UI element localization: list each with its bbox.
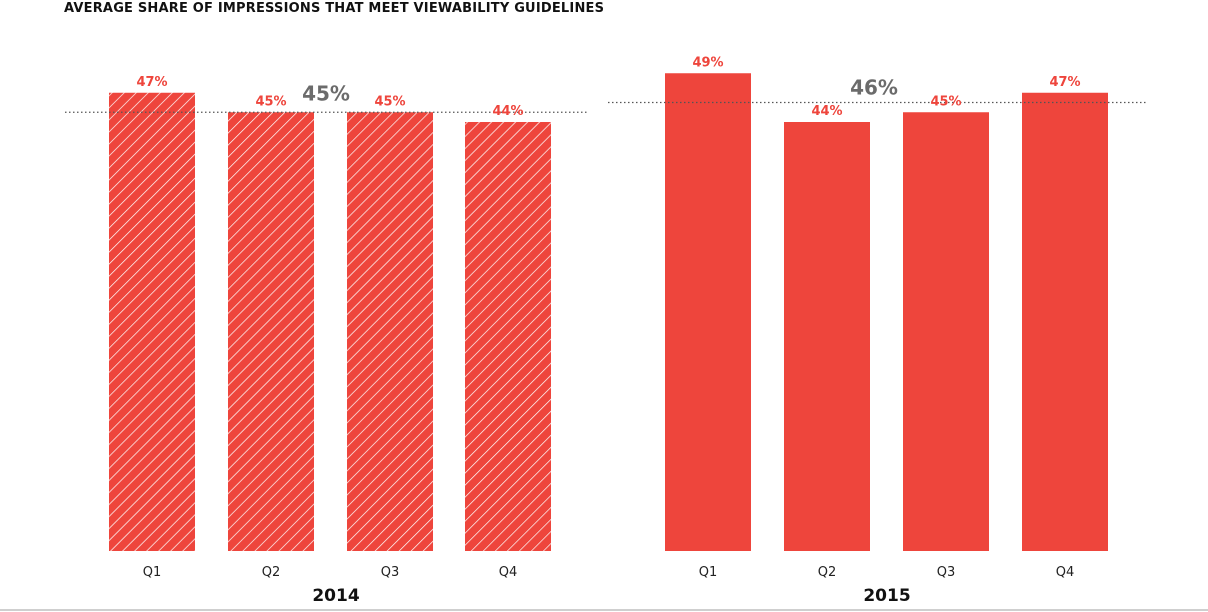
chart-panel-2015: 46% 49% 44% 45% 47% Q1 Q2 Q3 Q4 2015	[608, 55, 1147, 606]
category-label: Q3	[937, 565, 956, 580]
category-label: Q4	[1056, 565, 1075, 580]
category-label: Q4	[499, 565, 518, 580]
bar-2014-q2	[228, 112, 314, 551]
value-label: 45%	[930, 94, 961, 109]
category-label: Q3	[381, 565, 400, 580]
value-label: 47%	[136, 75, 167, 90]
bar-2015-q1	[665, 73, 751, 551]
category-label: Q2	[818, 565, 837, 580]
value-label: 45%	[255, 94, 286, 109]
year-label-2014: 2014	[312, 586, 359, 606]
average-label-2014: 45%	[302, 81, 350, 105]
chart-title: AVERAGE SHARE OF IMPRESSIONS THAT MEET V…	[64, 1, 605, 16]
category-label: Q2	[262, 565, 281, 580]
bar-2015-q3	[903, 112, 989, 551]
bar-2015-q4	[1022, 92, 1108, 551]
bar-2015-q2	[784, 122, 870, 551]
average-label-2015: 46%	[850, 76, 898, 100]
bar-2014-q1	[109, 92, 195, 551]
bottom-divider	[0, 609, 1208, 611]
chart-panel-2014: 45% 47% 45% 45% 44% Q1 Q2 Q3 Q4 2014	[65, 75, 587, 606]
value-label: 44%	[492, 104, 523, 119]
category-label: Q1	[699, 565, 718, 580]
bar-2014-q4	[465, 122, 551, 551]
value-label: 45%	[374, 94, 405, 109]
year-label-2015: 2015	[863, 586, 910, 606]
value-label: 49%	[692, 55, 723, 70]
value-label: 44%	[811, 104, 842, 119]
value-label: 47%	[1049, 75, 1080, 90]
category-label: Q1	[143, 565, 162, 580]
bar-2014-q3	[347, 112, 433, 551]
